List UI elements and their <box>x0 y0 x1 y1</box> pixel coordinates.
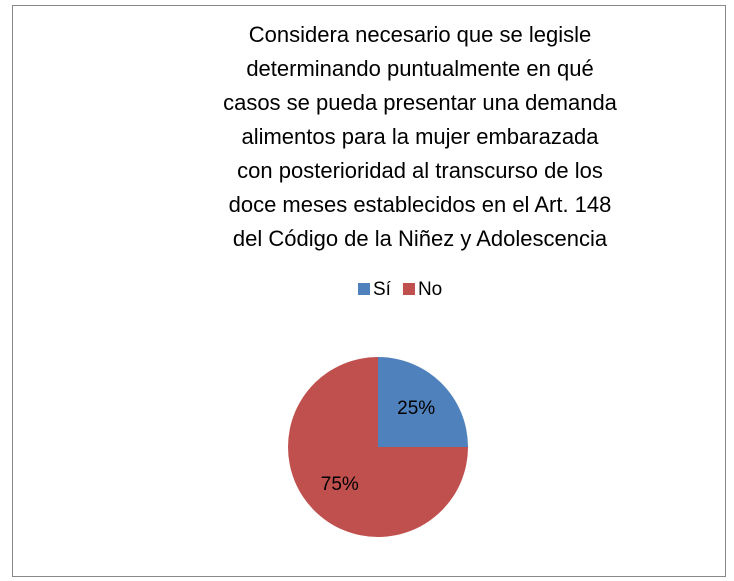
pie-slice <box>288 357 468 537</box>
legend-label: No <box>418 279 442 300</box>
legend-label: Sí <box>373 279 392 300</box>
pie-slice <box>378 357 468 447</box>
data-label: 75% <box>321 474 359 495</box>
legend-swatch <box>402 283 415 295</box>
data-label: 25% <box>397 398 435 419</box>
legend-swatch <box>358 283 370 295</box>
chart-title: Considera necesario que se legisle deter… <box>223 22 617 251</box>
chart-frame <box>12 5 726 577</box>
